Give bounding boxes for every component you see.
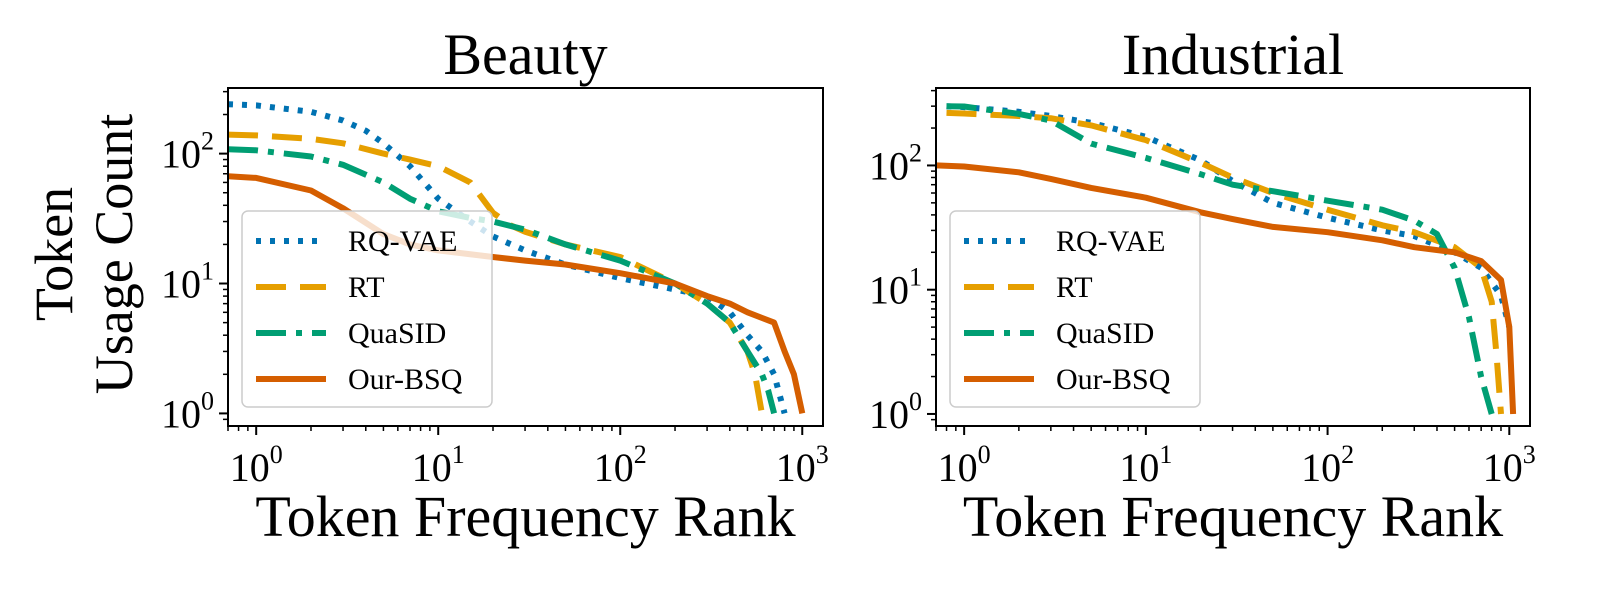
chart0-series-our-bsq: [228, 173, 806, 415]
chart1-legend-label: RQ-VAE: [1056, 225, 1165, 258]
chart1-plot-frame: [935, 87, 1531, 427]
y-axis-label-line1: Token: [24, 187, 84, 321]
chart0-x-axis-label: Token Frequency Rank: [255, 484, 795, 549]
chart1-y-tick-label: 101: [869, 263, 922, 313]
chart1-legend-box: [949, 210, 1201, 408]
chart1-x-tick-label: 100: [938, 440, 991, 490]
chart0-x-tick-label: 103: [776, 440, 829, 490]
chart0-legend-label: RT: [348, 271, 385, 304]
chart0-legend-label: QuaSID: [348, 317, 446, 350]
chart1-legend-label: RT: [1056, 271, 1093, 304]
chart1-legend-label: Our-BSQ: [1056, 363, 1171, 396]
chart1-x-tick-label: 102: [1301, 440, 1354, 490]
chart1-series-our-bsq: [936, 162, 1517, 415]
chart0-x-tick-label: 101: [412, 440, 465, 490]
chart0-x-tick-label: 100: [230, 440, 283, 490]
chart0-title: Beauty: [443, 22, 607, 87]
chart1-legend-label: QuaSID: [1056, 317, 1154, 350]
chart0-legend-label: RQ-VAE: [348, 225, 457, 258]
chart0-y-tick-label: 100: [161, 386, 214, 436]
chart1-series-quasid: [946, 103, 1495, 415]
chart1-y-tick-label: 102: [869, 138, 922, 188]
chart1-legend: RQ-VAE RT QuaSID Our-BSQ: [949, 210, 1201, 408]
chart0-legend-box: [241, 210, 493, 408]
chart1-x-tick-label: 101: [1119, 440, 1172, 490]
chart1-x-tick-label: 103: [1483, 440, 1536, 490]
chart0-legend-label: Our-BSQ: [348, 363, 463, 396]
chart1-y-tick-label: 100: [869, 387, 922, 437]
chart0-series-quasid: [228, 146, 778, 415]
chart0-x-tick-label: 102: [594, 440, 647, 490]
chart0-series-rq-vae: [228, 101, 788, 415]
chart1-x-axis-label: Token Frequency Rank: [963, 484, 1503, 549]
chart0-y-tick-label: 101: [161, 257, 214, 307]
chart0-y-tick-label: 102: [161, 127, 214, 177]
chart1-title: Industrial: [1122, 22, 1344, 87]
y-axis-label-line2: Usage Count: [84, 114, 144, 394]
chart0-plot-frame: [227, 87, 824, 427]
chart0-legend: RQ-VAE RT QuaSID Our-BSQ: [241, 210, 493, 408]
chart1-series-rt: [946, 109, 1504, 415]
